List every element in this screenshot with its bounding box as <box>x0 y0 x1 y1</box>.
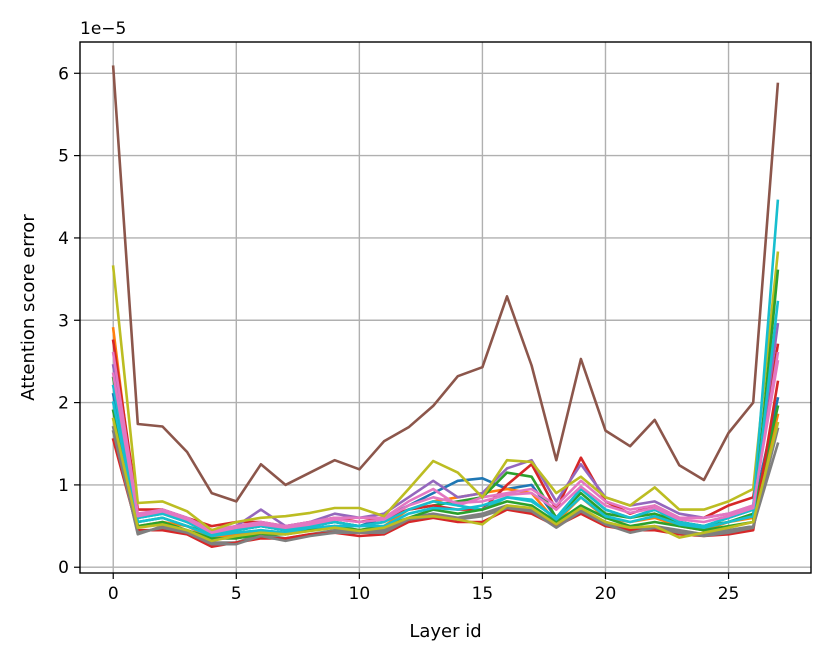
axis-ticks: 0 5 10 15 20 25 0 1 2 3 4 5 6 <box>58 64 739 604</box>
y-tick-label: 0 <box>58 558 69 578</box>
series-line-14 <box>111 351 780 535</box>
series-line-10 <box>111 199 780 536</box>
x-tick-label: 20 <box>595 584 617 604</box>
x-tick-label: 5 <box>231 584 242 604</box>
x-tick-label: 25 <box>718 584 740 604</box>
y-tick-label: 6 <box>58 64 69 84</box>
y-tick-label: 1 <box>58 476 69 496</box>
series-line-13 <box>111 300 780 538</box>
grid <box>80 42 811 573</box>
series-line-9 <box>111 251 780 532</box>
x-tick-label: 15 <box>472 584 494 604</box>
series-line-6 <box>111 65 780 503</box>
plot-frame <box>79 41 812 574</box>
y-tick-label: 2 <box>58 394 69 414</box>
x-axis-label: Layer id <box>409 621 481 642</box>
series-line-8 <box>111 425 780 544</box>
x-tick-label: 0 <box>108 584 119 604</box>
y-tick-label: 4 <box>58 229 69 249</box>
series-group <box>111 65 780 549</box>
x-tick-label: 10 <box>349 584 371 604</box>
y-axis-label: Attention score error <box>18 214 39 401</box>
series-line-16 <box>111 417 780 543</box>
series-line-7 <box>111 351 780 532</box>
y-tick-label: 3 <box>58 311 69 331</box>
y-offset-label: 1e−5 <box>80 19 126 39</box>
y-tick-label: 5 <box>58 147 69 167</box>
